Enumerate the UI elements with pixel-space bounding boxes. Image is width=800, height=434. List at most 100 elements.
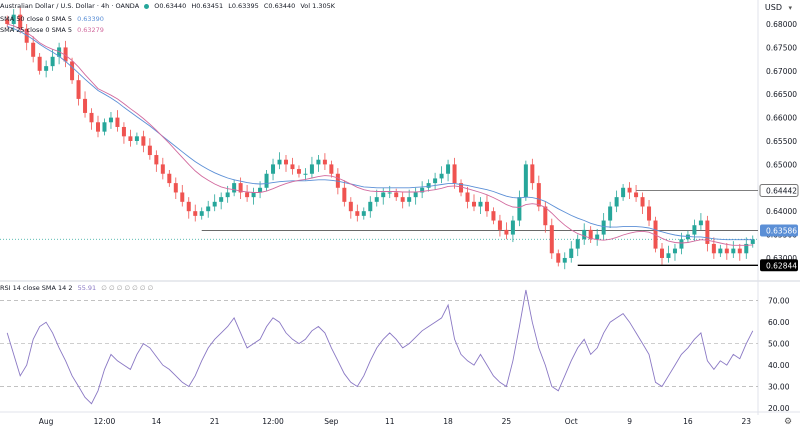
candle-body	[510, 220, 515, 235]
rsi-legend[interactable]: RSI 14 close SMA 14 2 55.91 ∅ ∅ ∅ ∅ ∅ ∅ …	[0, 284, 156, 292]
candle-body	[37, 56, 42, 71]
candle-body	[666, 253, 671, 258]
candle-body	[523, 164, 528, 198]
candle-body	[413, 192, 418, 198]
time-tick-label: 12:00	[262, 417, 284, 426]
level-price-tag	[760, 259, 798, 272]
time-tick-label: 23	[742, 417, 752, 426]
sma50-legend[interactable]: SMA 50 close 0 SMA 5 0.63390	[0, 15, 107, 23]
candle-body	[167, 173, 172, 184]
candle-body	[433, 178, 438, 184]
candle-body	[225, 192, 230, 198]
rsi-tick-label: 70.00	[768, 297, 790, 306]
candle-body	[264, 173, 269, 188]
candle-body	[361, 211, 366, 216]
candle-body	[731, 248, 736, 254]
candle-body	[232, 183, 237, 193]
candle-body	[400, 197, 405, 202]
candle-body	[44, 66, 49, 71]
level-price-tag	[759, 183, 799, 197]
candle-body	[640, 197, 645, 207]
sma25-line	[7, 23, 753, 246]
candle-body	[595, 234, 600, 240]
rsi-value: 55.91	[77, 284, 97, 292]
candle-body	[374, 197, 379, 202]
sma25-legend[interactable]: SMA 25 close 0 SMA 5 0.63279	[0, 26, 107, 34]
candle-body	[543, 206, 548, 226]
price-tick-label: 0.68000	[766, 20, 797, 29]
candle-body	[368, 201, 373, 212]
candle-body	[446, 164, 451, 174]
candle-body	[549, 225, 554, 254]
candle-body	[251, 192, 256, 198]
price-tick-label: 0.65000	[766, 160, 797, 169]
time-tick-label: 18	[443, 417, 453, 426]
candle-body	[212, 201, 217, 207]
candle-body	[575, 239, 580, 249]
level-price-label: 0.63586	[766, 227, 797, 236]
candle-body	[309, 164, 314, 174]
candle-body	[355, 211, 360, 216]
currency-dropdown-icon[interactable]: ▾	[788, 4, 792, 12]
candle-body	[672, 248, 677, 254]
candle-body	[18, 14, 23, 29]
symbol-header: Australian Dollar / U.S. Dollar · 4h · O…	[0, 2, 338, 10]
candle-body	[11, 14, 16, 25]
candle-body	[517, 197, 522, 221]
candle-body	[245, 192, 250, 198]
candle-body	[147, 145, 152, 156]
price-tick-label: 0.66500	[766, 90, 797, 99]
currency-label[interactable]: USD	[764, 3, 782, 12]
candle-body	[569, 248, 574, 258]
ohlc-low: L0.63395	[228, 2, 259, 10]
rsi-line	[6, 289, 754, 405]
candle-body	[582, 229, 587, 240]
settings-gear-icon[interactable]: ⚙	[784, 417, 792, 427]
volume: Vol 1.305K	[300, 2, 335, 10]
price-tick-label: 0.67000	[766, 67, 797, 76]
candle-body	[420, 187, 425, 193]
candle-body	[426, 183, 431, 188]
candle-body	[698, 220, 703, 226]
candle-body	[76, 80, 81, 99]
candle-body	[601, 220, 606, 235]
rsi-tick-label: 40.00	[768, 361, 790, 370]
time-tick-label: 25	[502, 417, 512, 426]
candle-body	[459, 183, 464, 193]
candle-body	[89, 112, 94, 123]
time-tick-label: Aug	[39, 417, 54, 426]
level-price-tag	[760, 224, 798, 237]
candle-body	[621, 187, 626, 198]
candle-body	[452, 164, 457, 184]
candle-body	[316, 159, 321, 165]
candle-body	[394, 192, 399, 198]
candle-body	[439, 173, 444, 179]
rsi-tick-label: 50.00	[768, 340, 790, 349]
candle-body	[484, 201, 489, 212]
ohlc-close: C0.63440	[263, 2, 296, 10]
candle-body	[290, 164, 295, 170]
candle-body	[31, 42, 36, 57]
time-tick-label: 21	[210, 417, 220, 426]
level-price-label: 0.62844	[766, 261, 797, 270]
candle-body	[737, 248, 742, 254]
candle-body	[193, 211, 198, 216]
candle-body	[381, 192, 386, 198]
candle-body	[128, 136, 133, 141]
candle-body	[556, 253, 561, 263]
candle-body	[660, 248, 664, 258]
time-tick-label: 16	[683, 417, 693, 426]
sma50-value: 0.63390	[77, 15, 104, 23]
sma50-label: SMA 50 close 0 SMA 5	[0, 15, 72, 23]
ohlc-high: H0.63451	[191, 2, 224, 10]
sma25-value: 0.63279	[77, 26, 104, 34]
candle-body	[647, 206, 652, 221]
rsi-label: RSI 14 close SMA 14 2	[0, 284, 73, 292]
candle-body	[186, 201, 191, 212]
candle-body	[102, 122, 107, 132]
price-tick-label: 0.67500	[766, 43, 797, 52]
time-tick-label: 11	[385, 417, 395, 426]
rsi-tick-label: 60.00	[768, 318, 790, 327]
